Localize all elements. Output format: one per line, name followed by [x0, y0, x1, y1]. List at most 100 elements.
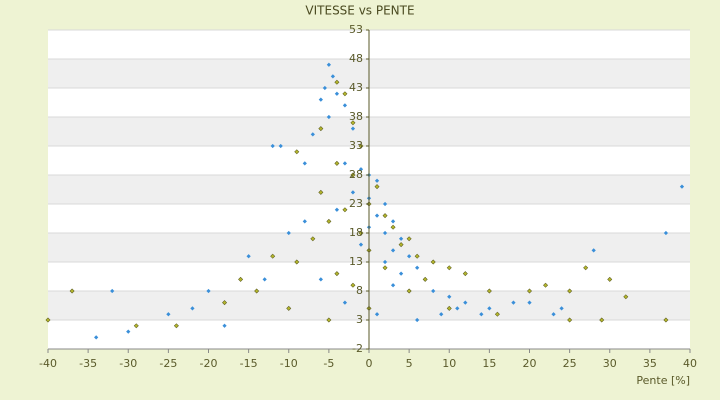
- x-tick-label: -15: [240, 357, 258, 370]
- point: [583, 265, 589, 271]
- point: [431, 288, 436, 294]
- point: [382, 259, 388, 265]
- point: [422, 276, 428, 282]
- point: [238, 276, 244, 282]
- x-tick-label: -25: [159, 357, 177, 370]
- point: [270, 143, 275, 149]
- point: [133, 323, 139, 329]
- point: [527, 300, 532, 305]
- x-tick-label: 10: [442, 357, 456, 370]
- point: [439, 312, 444, 317]
- x-tick-label: 35: [643, 357, 657, 370]
- point: [486, 288, 492, 294]
- point: [551, 312, 556, 317]
- point: [599, 317, 605, 323]
- point: [527, 288, 532, 294]
- point: [342, 91, 348, 97]
- point: [358, 167, 364, 172]
- point: [398, 242, 404, 248]
- x-tick-label: -10: [280, 357, 298, 370]
- point: [390, 248, 396, 253]
- point: [382, 201, 388, 207]
- point: [318, 189, 324, 195]
- point: [350, 282, 356, 288]
- point: [358, 242, 364, 247]
- point: [294, 149, 300, 155]
- point: [262, 277, 267, 282]
- point: [607, 276, 613, 282]
- x-tick-label: 15: [482, 357, 496, 370]
- point: [414, 253, 420, 259]
- point: [302, 219, 307, 224]
- point: [406, 288, 412, 294]
- point: [342, 161, 348, 166]
- point: [543, 282, 549, 288]
- point: [334, 160, 340, 166]
- point: [254, 288, 260, 294]
- point: [398, 236, 404, 241]
- point: [374, 312, 380, 317]
- point: [358, 230, 364, 236]
- point: [407, 254, 412, 259]
- point: [663, 230, 669, 236]
- point: [559, 306, 564, 311]
- point: [342, 300, 348, 305]
- y-tick-label: 28: [349, 168, 363, 181]
- point: [69, 288, 75, 294]
- point: [463, 300, 468, 305]
- point: [398, 271, 404, 276]
- point: [374, 184, 380, 190]
- point: [390, 219, 396, 224]
- point: [382, 265, 388, 271]
- point: [430, 259, 436, 265]
- point: [447, 294, 452, 299]
- point: [342, 207, 348, 213]
- point: [326, 218, 332, 224]
- point: [318, 126, 324, 132]
- point: [623, 294, 629, 300]
- point: [334, 271, 340, 277]
- point: [663, 317, 669, 323]
- point: [390, 283, 396, 288]
- point: [206, 288, 211, 294]
- x-tick-label: -40: [39, 357, 57, 370]
- y-tick-label: 13: [349, 255, 363, 268]
- point: [567, 288, 573, 294]
- point: [278, 143, 283, 149]
- point: [222, 300, 228, 306]
- point: [415, 265, 420, 270]
- point: [350, 190, 356, 195]
- point: [190, 306, 195, 311]
- point: [374, 178, 380, 183]
- x-tick-label: -30: [119, 357, 137, 370]
- point: [334, 207, 340, 212]
- y-tick-label: 8: [356, 284, 363, 297]
- point: [318, 277, 323, 282]
- point: [270, 253, 276, 259]
- point: [511, 300, 516, 305]
- y-tick-label: -2: [352, 342, 363, 355]
- point: [679, 184, 685, 189]
- point: [358, 143, 364, 149]
- point: [302, 161, 307, 166]
- point: [310, 236, 316, 242]
- x-tick-label: 40: [683, 357, 697, 370]
- y-tick-label: 33: [349, 139, 363, 152]
- point: [382, 213, 388, 219]
- y-tick-label: 48: [349, 52, 363, 65]
- y-tick-label: 43: [349, 81, 363, 94]
- point: [406, 236, 412, 242]
- y-tick-label: 38: [349, 110, 363, 123]
- x-tick-label: 5: [406, 357, 413, 370]
- x-tick-label: -20: [200, 357, 218, 370]
- point: [479, 312, 484, 317]
- x-tick-label: 20: [523, 357, 537, 370]
- y-tick-label: 3: [356, 313, 363, 326]
- point: [374, 213, 380, 218]
- point: [567, 317, 573, 323]
- point: [45, 317, 51, 323]
- y-tick-label: 18: [349, 226, 363, 239]
- point: [310, 132, 315, 137]
- point: [326, 317, 332, 323]
- point: [390, 224, 396, 230]
